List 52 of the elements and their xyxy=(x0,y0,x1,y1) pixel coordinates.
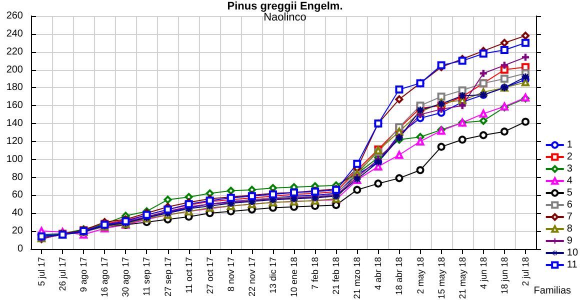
legend-label: 9 xyxy=(566,236,573,246)
y-tick-label: 20 xyxy=(12,226,24,237)
legend-label: 2 xyxy=(566,152,573,162)
x-tick-label: 4 jun 18 xyxy=(478,256,488,290)
y-tick-label: 60 xyxy=(12,190,24,201)
legend-label: 7 xyxy=(566,212,573,222)
y-tick-label: 220 xyxy=(6,46,24,58)
y-tick-label: 160 xyxy=(6,100,24,112)
legend-title: Familias xyxy=(534,286,572,296)
x-tick-label: 2 may 18 xyxy=(415,256,426,294)
x-tick-label: 18 jun 18 xyxy=(499,256,510,294)
y-tick-label: 240 xyxy=(6,28,24,40)
y-tick-label: 260 xyxy=(6,10,24,22)
x-tick-label: 21 feb 18 xyxy=(331,256,342,295)
legend-label: 10 xyxy=(566,248,578,258)
x-tick-label: 16 ago 17 xyxy=(100,256,110,298)
x-tick-label: 9 ago 17 xyxy=(78,256,89,292)
x-tick-label: 21 may 18 xyxy=(457,256,468,300)
x-tick-label: 26 jul 17 xyxy=(58,256,68,292)
x-tick-label: 5 jul 17 xyxy=(36,256,47,286)
x-tick-label: 7 feb 18 xyxy=(310,256,320,290)
x-tick-label: 15 may 18 xyxy=(436,256,446,300)
x-tick-label: 8 nov 17 xyxy=(226,256,236,292)
x-tick-label: 27 sep 17 xyxy=(162,256,173,297)
chart-title: Pinus greggii Engelm. xyxy=(227,0,343,12)
y-tick-label: 0 xyxy=(17,243,24,254)
x-tick-label: 2 jul 18 xyxy=(520,256,530,286)
y-tick-label: 140 xyxy=(6,118,24,130)
y-tick-label: 80 xyxy=(12,172,24,183)
legend-label: 11 xyxy=(566,260,578,270)
x-tick-label: 22 nov 17 xyxy=(246,256,257,297)
x-tick-label: 11 oct 17 xyxy=(184,256,194,294)
legend-label: 6 xyxy=(566,200,573,210)
x-tick-label: 18 abr 18 xyxy=(394,256,404,296)
legend-label: 3 xyxy=(566,164,573,174)
x-tick-label: 11 sep 17 xyxy=(142,256,152,296)
x-tick-label: 13 dic 17 xyxy=(268,256,278,294)
x-tick-label: 21 mzo 18 xyxy=(352,256,362,300)
y-tick-label: 180 xyxy=(6,82,24,94)
y-tick-label: 200 xyxy=(6,64,24,76)
x-tick-label: 4 abr 18 xyxy=(373,256,384,290)
legend-label: 5 xyxy=(566,188,573,198)
legend-label: 1 xyxy=(566,140,573,150)
x-tick-label: 27 oct 17 xyxy=(204,256,215,294)
y-tick-label: 120 xyxy=(6,136,24,147)
chart-subtitle: Naolinco xyxy=(264,12,306,24)
x-tick-label: 10 ene 18 xyxy=(289,256,300,298)
y-tick-label: 100 xyxy=(6,154,24,165)
x-tick-label: 30 ago 17 xyxy=(120,256,131,298)
legend-label: 4 xyxy=(566,176,573,186)
legend-label: 8 xyxy=(566,224,573,234)
y-tick-label: 40 xyxy=(12,208,24,219)
